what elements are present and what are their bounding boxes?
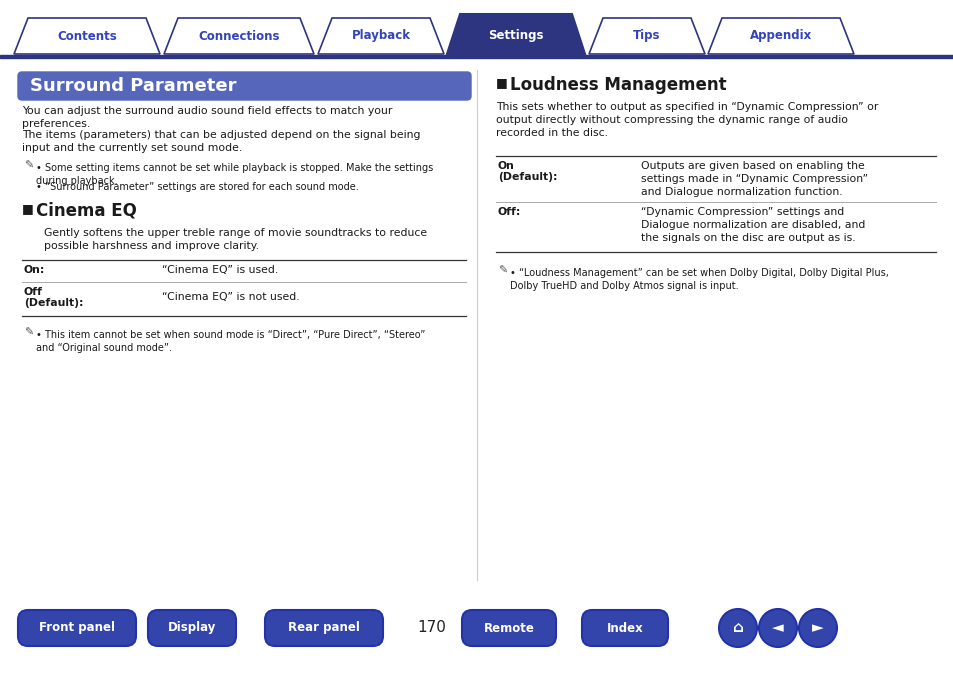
Text: ✎: ✎ <box>24 161 33 171</box>
Text: Playback: Playback <box>351 30 410 42</box>
Text: ■: ■ <box>22 202 33 215</box>
Text: • “Surround Parameter” settings are stored for each sound mode.: • “Surround Parameter” settings are stor… <box>36 182 358 192</box>
Text: “Dynamic Compression” settings and
Dialogue normalization are disabled, and
the : “Dynamic Compression” settings and Dialo… <box>640 207 864 244</box>
Text: Index: Index <box>606 621 642 635</box>
FancyBboxPatch shape <box>581 610 667 646</box>
Text: (Default):: (Default): <box>497 172 557 182</box>
Text: You can adjust the surround audio sound field effects to match your
preferences.: You can adjust the surround audio sound … <box>22 106 392 129</box>
FancyBboxPatch shape <box>265 610 382 646</box>
Text: ■: ■ <box>496 76 507 89</box>
Text: Surround Parameter: Surround Parameter <box>30 77 236 95</box>
Text: (Default):: (Default): <box>24 298 84 308</box>
Text: Cinema EQ: Cinema EQ <box>36 202 136 220</box>
Polygon shape <box>317 18 443 54</box>
Text: Off: Off <box>24 287 43 297</box>
FancyBboxPatch shape <box>148 610 235 646</box>
Text: • “Loudness Management” can be set when Dolby Digital, Dolby Digital Plus,
Dolby: • “Loudness Management” can be set when … <box>510 268 888 291</box>
Text: Contents: Contents <box>57 30 117 42</box>
Text: ►: ► <box>811 621 823 635</box>
Text: “Cinema EQ” is not used.: “Cinema EQ” is not used. <box>162 292 299 302</box>
Text: Settings: Settings <box>488 29 543 42</box>
Text: On:: On: <box>24 265 46 275</box>
Text: ◄: ◄ <box>771 621 783 635</box>
Text: Outputs are given based on enabling the
settings made in “Dynamic Compression”
a: Outputs are given based on enabling the … <box>640 161 867 197</box>
Polygon shape <box>14 18 160 54</box>
Text: Off:: Off: <box>497 207 521 217</box>
Text: On: On <box>497 161 515 171</box>
Polygon shape <box>588 18 704 54</box>
Circle shape <box>719 609 757 647</box>
FancyBboxPatch shape <box>18 610 136 646</box>
Text: The items (parameters) that can be adjusted depend on the signal being
input and: The items (parameters) that can be adjus… <box>22 130 420 153</box>
Text: Display: Display <box>168 621 216 635</box>
Text: Remote: Remote <box>483 621 534 635</box>
Text: ✎: ✎ <box>497 266 507 276</box>
Text: Front panel: Front panel <box>39 621 115 635</box>
Text: Rear panel: Rear panel <box>288 621 359 635</box>
Text: Tips: Tips <box>633 30 660 42</box>
Text: This sets whether to output as specified in “Dynamic Compression” or
output dire: This sets whether to output as specified… <box>496 102 878 139</box>
Text: Connections: Connections <box>198 30 279 42</box>
Text: ✎: ✎ <box>24 328 33 338</box>
Polygon shape <box>164 18 314 54</box>
FancyBboxPatch shape <box>18 72 471 100</box>
Text: Loudness Management: Loudness Management <box>510 76 726 94</box>
Bar <box>0 55 953 58</box>
Text: “Cinema EQ” is used.: “Cinema EQ” is used. <box>162 265 278 275</box>
Text: Gently softens the upper treble range of movie soundtracks to reduce
possible ha: Gently softens the upper treble range of… <box>44 228 427 251</box>
Text: ⌂: ⌂ <box>732 621 742 635</box>
Text: • This item cannot be set when sound mode is “Direct”, “Pure Direct”, “Stereo”
a: • This item cannot be set when sound mod… <box>36 330 425 353</box>
Circle shape <box>799 609 836 647</box>
FancyBboxPatch shape <box>461 610 556 646</box>
Circle shape <box>759 609 796 647</box>
Polygon shape <box>707 18 853 54</box>
Text: 170: 170 <box>417 621 446 635</box>
Text: Appendix: Appendix <box>749 30 811 42</box>
Text: • Some setting items cannot be set while playback is stopped. Make the settings
: • Some setting items cannot be set while… <box>36 163 433 186</box>
Polygon shape <box>446 14 585 57</box>
